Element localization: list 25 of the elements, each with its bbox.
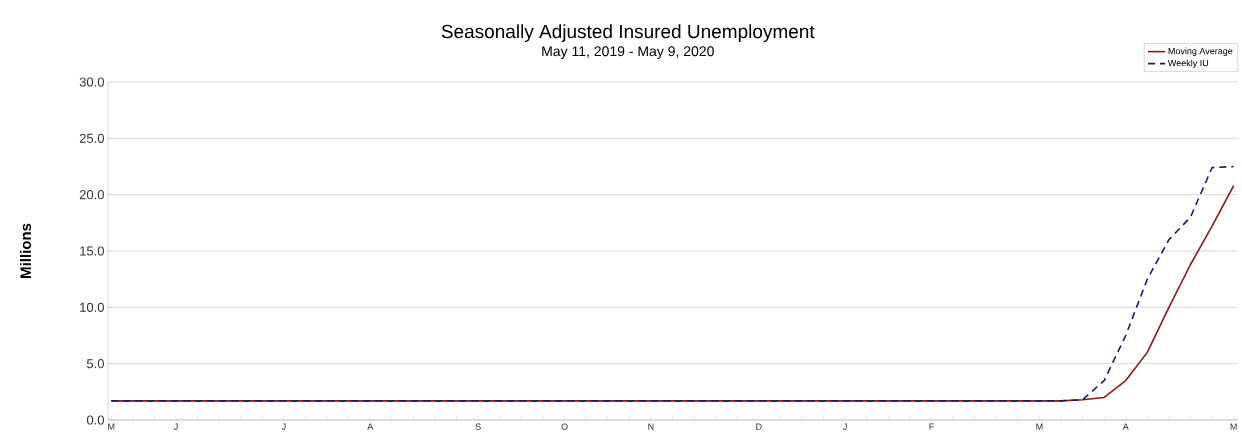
legend-label: Weekly IU: [1167, 59, 1209, 69]
x-tick-label: S: [475, 423, 481, 430]
x-tick-label: F: [929, 423, 934, 430]
y-axis-title: Millions: [20, 223, 32, 278]
legend-label: Moving Average: [1168, 47, 1233, 56]
y-tick-label: 25.0: [79, 133, 104, 143]
x-tick-label: J: [843, 423, 847, 430]
x-tick-label: M: [108, 423, 115, 430]
x-tick-label: A: [367, 423, 374, 430]
chart-subtitle: May 11, 2019 - May 9, 2020: [542, 46, 714, 59]
x-tick-label: M: [1230, 423, 1237, 430]
x-tick-label: O: [561, 423, 568, 430]
x-tick-label: D: [756, 423, 762, 430]
y-tick-label: 15.0: [80, 246, 104, 256]
chart-title: Seasonally Adjusted Insured Unemployment: [441, 24, 815, 42]
y-tick-label: 5.0: [86, 359, 104, 369]
x-tick-label: M: [1036, 423, 1043, 430]
x-tick-label: J: [173, 423, 178, 430]
x-tick-label: N: [648, 423, 654, 430]
y-tick-label: 30.0: [79, 77, 104, 87]
y-tick-label: 10.0: [80, 302, 104, 312]
y-tick-label: 20.0: [79, 190, 104, 200]
x-tick-label: A: [1122, 423, 1129, 430]
x-tick-label: J: [281, 423, 286, 430]
y-tick-label: 0.0: [86, 415, 104, 425]
